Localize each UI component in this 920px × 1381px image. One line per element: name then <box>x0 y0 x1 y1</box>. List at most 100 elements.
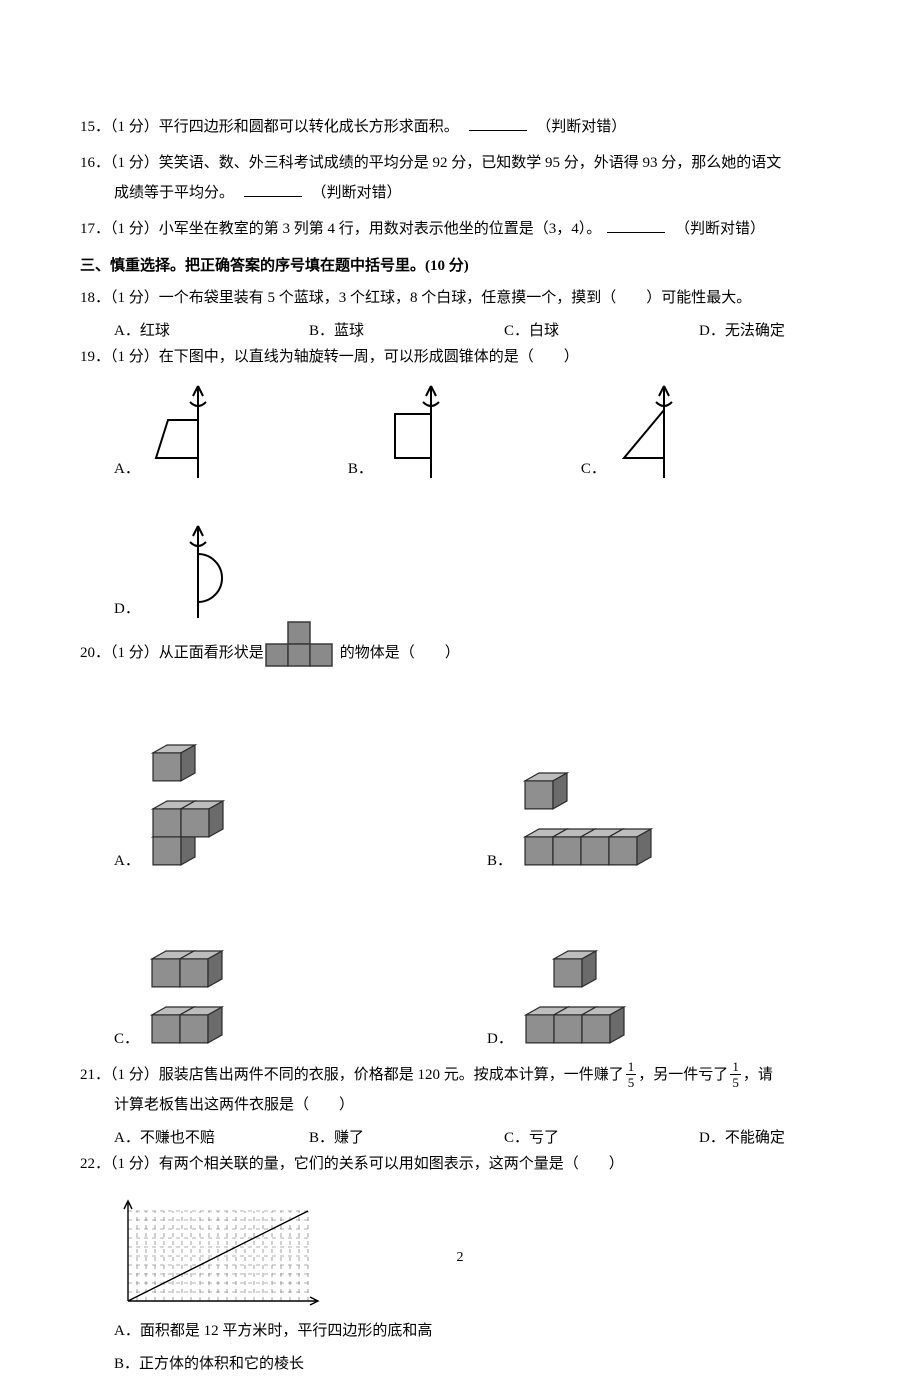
q20-opt-c-label: C． <box>114 1027 139 1048</box>
q18-opt-d[interactable]: D．无法确定 <box>699 319 834 340</box>
q21-frac1-d: 5 <box>626 1075 637 1089</box>
q18-opt-b[interactable]: B．蓝球 <box>309 319 444 340</box>
q16-tail: （判断对错） <box>312 185 402 201</box>
q19-opt-c[interactable]: C． <box>581 378 714 478</box>
q22-text: 有两个相关联的量，它们的关系可以用如图表示，这两个量是（ ） <box>159 1156 624 1172</box>
q21-frac2: 15 <box>730 1060 741 1089</box>
q20-opt-d-label: D． <box>487 1027 513 1048</box>
q19-pts: （1 分） <box>110 349 159 365</box>
q21-opt-d[interactable]: D．不能确定 <box>699 1126 834 1147</box>
q21-pre: 服装店售出两件不同的衣服，价格都是 120 元。按成本计算，一件赚了 <box>159 1067 624 1083</box>
q15-blank[interactable] <box>469 116 527 131</box>
q15-text: 平行四边形和圆都可以转化成长方形求面积。 <box>159 119 459 135</box>
q19-shape-d-icon <box>148 518 248 618</box>
q20-cube-c-icon <box>147 890 255 1048</box>
q21-opt-c-label: 亏了 <box>529 1126 559 1147</box>
q18-no: 18 <box>80 290 95 306</box>
q19: 19．（1 分）在下图中，以直线为轴旋转一周，可以形成圆锥体的是（ ） <box>80 342 860 372</box>
q19-shape-c-icon <box>614 378 714 478</box>
q17-tail: （判断对错） <box>675 221 765 237</box>
q22-opt-a[interactable]: A．面积都是 12 平方米时，平行四边形的底和高 <box>114 1315 860 1348</box>
q22-opt-b-label: 正方体的体积和它的棱长 <box>139 1356 304 1372</box>
q21-opt-c[interactable]: C．亏了 <box>504 1126 639 1147</box>
q21: 21．（1 分）服装店售出两件不同的衣服，价格都是 120 元。按成本计算，一件… <box>80 1060 860 1120</box>
q19-opt-b-label: B． <box>348 457 373 478</box>
q21-line2: 计算老板售出这两件衣服是（ ） <box>80 1090 860 1120</box>
q20-options: A． B． C． D． <box>80 674 860 1058</box>
q18-pts: （1 分） <box>110 290 159 306</box>
q20-opt-a-label: A． <box>114 849 140 870</box>
q21-options: A．不赚也不赔 B．赚了 C．亏了 D．不能确定 <box>80 1126 894 1147</box>
q16-blank[interactable] <box>244 182 302 197</box>
q21-opt-b[interactable]: B．赚了 <box>309 1126 444 1147</box>
q21-opt-a[interactable]: A．不赚也不赔 <box>114 1126 249 1147</box>
q19-opt-a[interactable]: A． <box>114 378 248 478</box>
q20-cube-d-icon <box>521 890 657 1048</box>
q21-frac1: 15 <box>626 1060 637 1089</box>
q20-cube-a-icon <box>148 684 256 870</box>
q20-opt-a[interactable]: A． <box>114 684 487 870</box>
q21-pts: （1 分） <box>110 1067 159 1083</box>
q21-no: 21 <box>80 1067 95 1083</box>
q20-opt-c[interactable]: C． <box>114 890 487 1048</box>
q19-opt-c-label: C． <box>581 457 606 478</box>
q21-opt-d-label: 不能确定 <box>725 1126 785 1147</box>
q22-options: A．面积都是 12 平方米时，平行四边形的底和高 B．正方体的体积和它的棱长 <box>80 1315 860 1381</box>
q22: 22．（1 分）有两个相关联的量，它们的关系可以用如图表示，这两个量是（ ） <box>80 1149 860 1179</box>
q19-opt-b[interactable]: B． <box>348 378 481 478</box>
q20-target-icon <box>264 620 334 668</box>
q20-pts: （1 分） <box>110 645 159 661</box>
q22-opt-b[interactable]: B．正方体的体积和它的棱长 <box>114 1348 860 1381</box>
q18-opt-b-label: 蓝球 <box>334 319 364 340</box>
q20-post: 的物体是（ ） <box>340 638 460 668</box>
q21-opt-b-label: 赚了 <box>334 1126 364 1147</box>
q18: 18．（1 分）一个布袋里装有 5 个蓝球，3 个红球，8 个白球，任意摸一个，… <box>80 283 860 313</box>
q22-pts: （1 分） <box>110 1156 159 1172</box>
q19-no: 19 <box>80 349 95 365</box>
q18-opt-c[interactable]: C．白球 <box>504 319 639 340</box>
q16-text: 笑笑语、数、外三科考试成绩的平均分是 92 分，已知数学 95 分，外语得 93… <box>159 155 782 171</box>
q20-pre: 从正面看形状是 <box>159 645 264 661</box>
q20-no: 20 <box>80 645 95 661</box>
q21-frac2-n: 1 <box>730 1060 741 1075</box>
q21-opt-a-label: 不赚也不赔 <box>140 1126 215 1147</box>
q15-tail: （判断对错） <box>536 119 626 135</box>
q16-no: 16 <box>80 155 95 171</box>
q19-opt-d-label: D． <box>114 597 140 618</box>
q19-text: 在下图中，以直线为轴旋转一周，可以形成圆锥体的是（ ） <box>159 349 579 365</box>
q20-opt-b-label: B． <box>487 849 512 870</box>
q17-blank[interactable] <box>607 218 665 233</box>
q19-shape-b-icon <box>381 378 481 478</box>
q21-frac1-n: 1 <box>626 1060 637 1075</box>
q19-opt-d[interactable]: D． <box>114 518 248 618</box>
page-number: 2 <box>0 1250 920 1266</box>
q18-opt-c-label: 白球 <box>529 319 559 340</box>
q16-text2: 成绩等于平均分。 <box>114 185 234 201</box>
q21-post: ，请 <box>743 1060 773 1090</box>
section-3-header: 三、慎重选择。把正确答案的序号填在题中括号里。(10 分) <box>80 254 860 275</box>
q16-pts: （1 分） <box>110 155 159 171</box>
q18-text: 一个布袋里装有 5 个蓝球，3 个红球，8 个白球，任意摸一个，摸到（ ）可能性… <box>159 290 752 306</box>
q16: 16．（1 分）笑笑语、数、外三科考试成绩的平均分是 92 分，已知数学 95 … <box>80 148 860 208</box>
q19-options: A． B． C． D． <box>80 378 860 618</box>
q21-mid: ，另一件亏了 <box>638 1060 728 1090</box>
q20-cube-b-icon <box>520 712 684 870</box>
q18-opt-a-label: 红球 <box>140 319 170 340</box>
q18-opt-a[interactable]: A．红球 <box>114 319 249 340</box>
q18-opt-d-label: 无法确定 <box>725 319 785 340</box>
q17-no: 17 <box>80 221 95 237</box>
q20: 20．（1 分）从正面看形状是 的物体是（ ） <box>80 620 860 668</box>
q21-frac2-d: 5 <box>730 1075 741 1089</box>
q20-opt-d[interactable]: D． <box>487 890 860 1048</box>
q17: 17．（1 分）小军坐在教室的第 3 列第 4 行，用数对表示他坐的位置是（3，… <box>80 214 860 244</box>
q22-no: 22 <box>80 1156 95 1172</box>
q19-opt-a-label: A． <box>114 457 140 478</box>
q20-opt-b[interactable]: B． <box>487 684 860 870</box>
q15: 15．（1 分）平行四边形和圆都可以转化成长方形求面积。 （判断对错） <box>80 112 860 142</box>
q19-shape-a-icon <box>148 378 248 478</box>
q15-pts: （1 分） <box>110 119 159 135</box>
q15-no: 15 <box>80 119 95 135</box>
q18-options: A．红球 B．蓝球 C．白球 D．无法确定 <box>80 319 894 340</box>
q22-opt-a-label: 面积都是 12 平方米时，平行四边形的底和高 <box>140 1323 433 1339</box>
q17-text: 小军坐在教室的第 3 列第 4 行，用数对表示他坐的位置是（3，4）。 <box>159 221 602 237</box>
